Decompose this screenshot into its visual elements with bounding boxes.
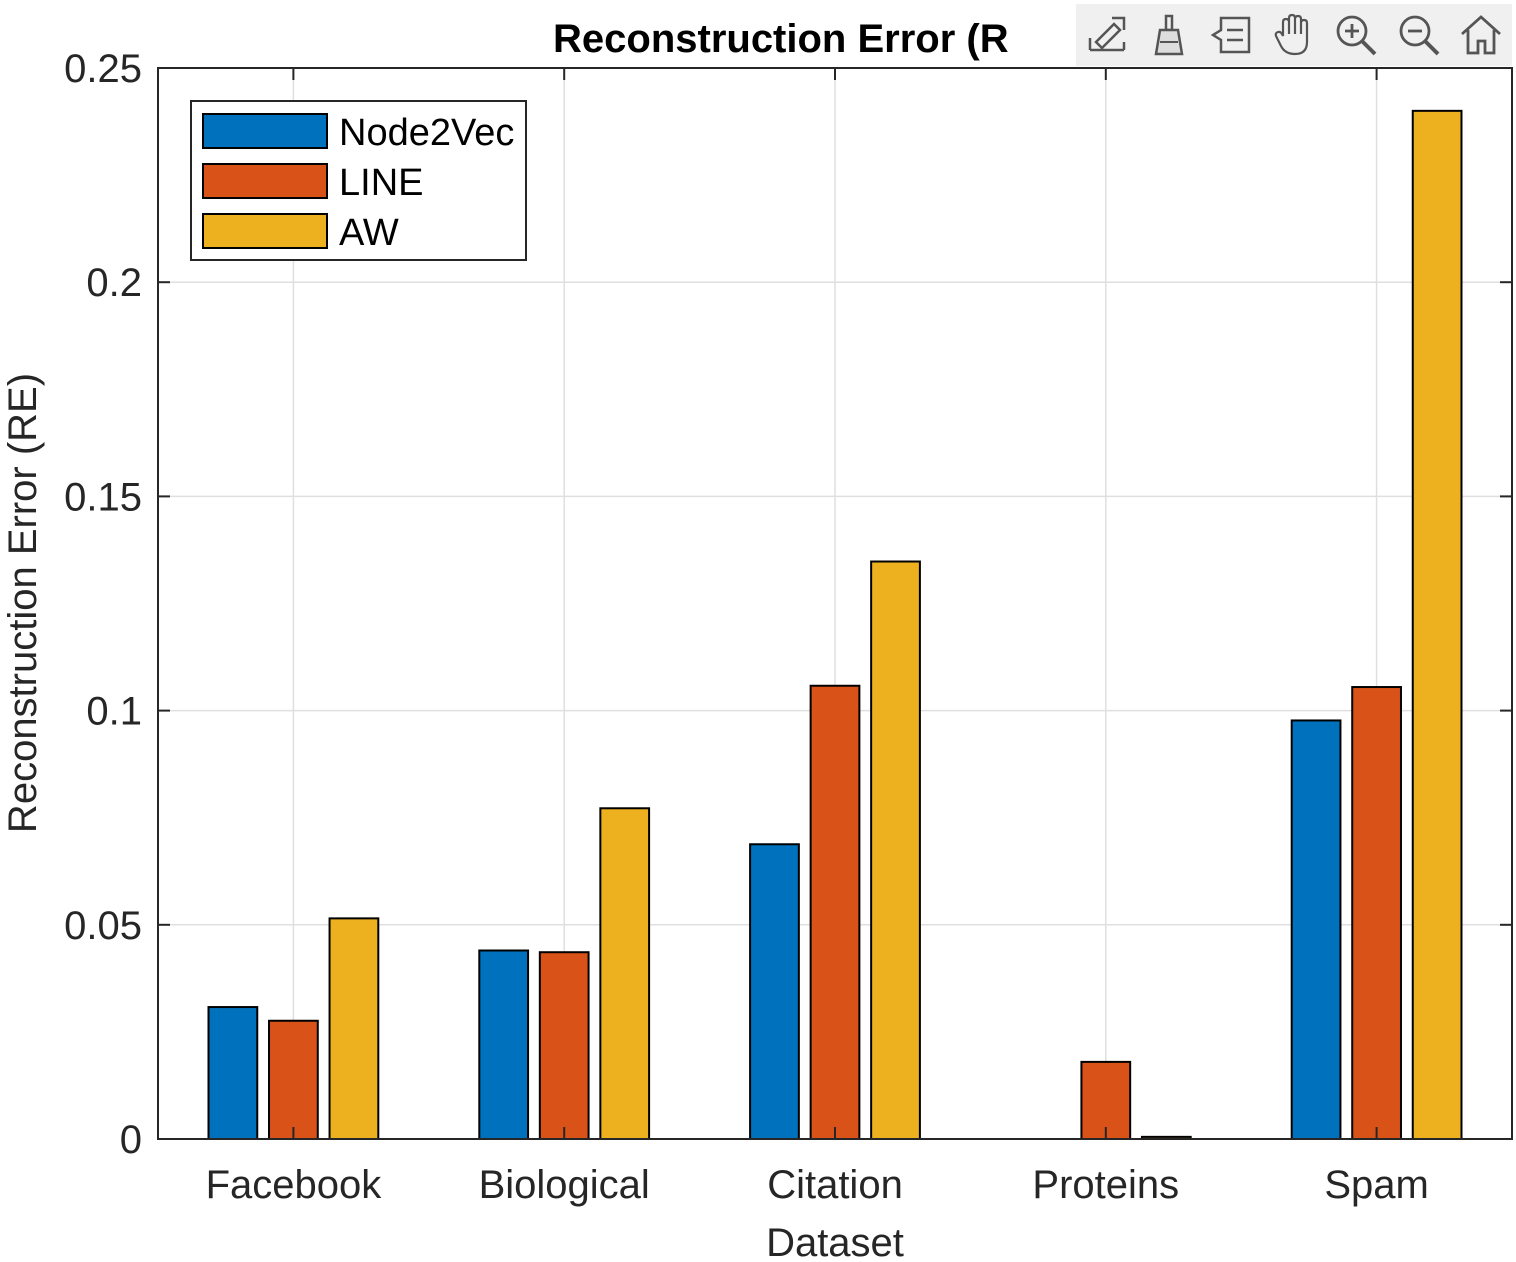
export-icon bbox=[1088, 16, 1126, 52]
home-icon bbox=[1460, 15, 1501, 55]
y-tick-label: 0 bbox=[120, 1118, 142, 1162]
x-tick-label: Citation bbox=[767, 1163, 903, 1207]
legend-swatch bbox=[202, 163, 328, 199]
pan-hand-icon bbox=[1274, 13, 1309, 56]
y-tick-label: 0.05 bbox=[64, 904, 142, 948]
y-axis-label: Reconstruction Error (RE) bbox=[1, 373, 45, 833]
y-tick-label: 0.15 bbox=[64, 475, 142, 519]
legend-swatch bbox=[202, 113, 328, 149]
bar-line-proteins bbox=[1080, 1060, 1132, 1140]
bar-aw-facebook bbox=[328, 917, 380, 1141]
zoom-in-button[interactable] bbox=[1330, 9, 1382, 61]
y-tick-label: 0.2 bbox=[86, 261, 142, 305]
bar-node2vec-citation bbox=[749, 843, 800, 1140]
x-tick-label: Facebook bbox=[206, 1163, 383, 1207]
bar-line-spam bbox=[1351, 686, 1402, 1141]
legend[interactable]: Node2Vec LINE AW bbox=[190, 100, 527, 261]
export-button[interactable] bbox=[1081, 9, 1133, 61]
brush-button[interactable] bbox=[1143, 9, 1195, 61]
y-tick-label: 0.1 bbox=[86, 690, 142, 734]
pan-button[interactable] bbox=[1268, 9, 1320, 61]
data-tips-button[interactable] bbox=[1206, 9, 1258, 61]
x-tick-label: Spam bbox=[1324, 1163, 1429, 1207]
legend-label: LINE bbox=[339, 162, 423, 204]
home-button[interactable] bbox=[1455, 9, 1507, 61]
bar-aw-biological bbox=[599, 807, 651, 1140]
zoom-out-icon bbox=[1399, 15, 1439, 56]
bar-aw-citation bbox=[870, 560, 921, 1140]
chart-title: Reconstruction Error (R bbox=[553, 17, 1009, 61]
bar-line-biological bbox=[538, 951, 590, 1140]
y-tick-label: 0.25 bbox=[64, 47, 142, 91]
zoom-in-icon bbox=[1336, 15, 1377, 56]
bars bbox=[207, 109, 1463, 1141]
data-tips-icon bbox=[1210, 16, 1250, 54]
legend-swatch bbox=[202, 213, 328, 249]
x-tick-label: Proteins bbox=[1032, 1163, 1179, 1207]
legend-label: AW bbox=[339, 212, 399, 254]
x-axis-label: Dataset bbox=[766, 1221, 904, 1262]
brush-icon bbox=[1154, 14, 1184, 56]
bar-node2vec-spam bbox=[1290, 719, 1342, 1140]
bar-node2vec-biological bbox=[478, 949, 530, 1141]
bar-line-citation bbox=[809, 684, 861, 1140]
x-tick-label: Biological bbox=[479, 1163, 650, 1207]
axis-ticks: 0 0.05 0.1 0.15 0.2 0.25 Facebook Biological Cit… bbox=[64, 47, 1512, 1207]
zoom-out-button[interactable] bbox=[1393, 9, 1445, 61]
bar-aw-spam bbox=[1411, 109, 1463, 1141]
legend-label: Node2Vec bbox=[339, 112, 514, 154]
bar-node2vec-facebook bbox=[207, 1006, 259, 1140]
bar-line-facebook bbox=[268, 1019, 319, 1140]
axes-toolbar bbox=[1076, 4, 1512, 66]
